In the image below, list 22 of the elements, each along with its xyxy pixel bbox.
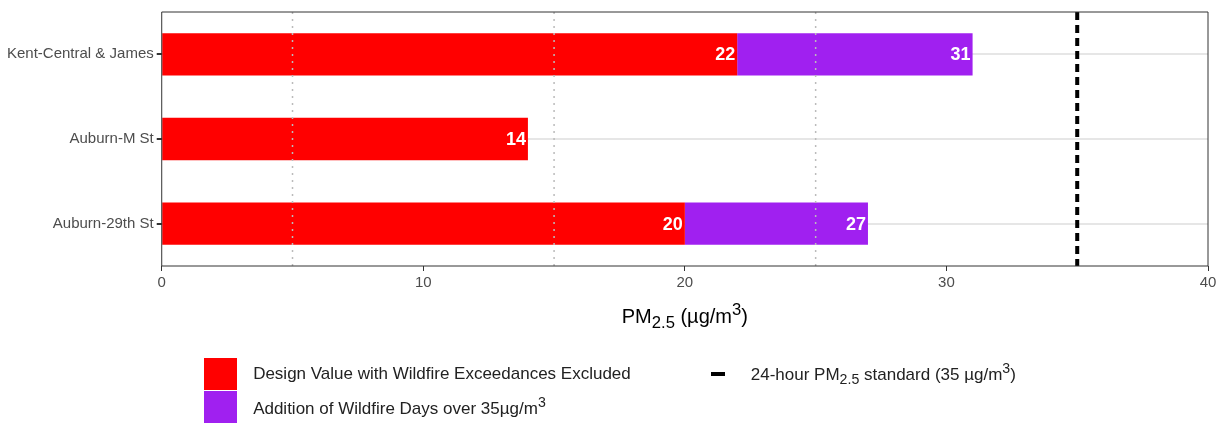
bar (162, 117, 528, 161)
x-tick-label: 10 (414, 273, 432, 291)
legend-label: Design Value with Wildfire Exceedances Excluded (253, 363, 631, 384)
total-label: 31 (950, 44, 971, 65)
bar (162, 33, 738, 76)
bar (737, 33, 973, 76)
bar (162, 202, 685, 245)
y-tick-label: Auburn-29th St (52, 213, 155, 231)
total-label: 27 (845, 213, 866, 234)
y-tick-label: Kent-Central & James (6, 44, 154, 62)
legend-label: 24-hour PM$_{2.5}$ standard (35 µg/m$^{3}$) (750, 359, 1016, 388)
x-tick-label: 40 (1199, 273, 1217, 291)
x-tick-label: 20 (676, 273, 694, 291)
bar (684, 202, 868, 245)
x-tick-label: 30 (938, 273, 955, 291)
data-label: 22 (715, 44, 736, 65)
x-tick-label: 0 (157, 273, 166, 291)
legend-label: Addition of Wildfire Days over 35µg/m$^{3}$ (253, 394, 546, 419)
y-tick-label: Auburn-M St (69, 129, 155, 147)
x-axis-title: PM$_{2.5}$ (µg/m$^{3}$) (621, 300, 748, 332)
data-label: 14 (505, 128, 526, 149)
data-label: 20 (662, 213, 683, 234)
